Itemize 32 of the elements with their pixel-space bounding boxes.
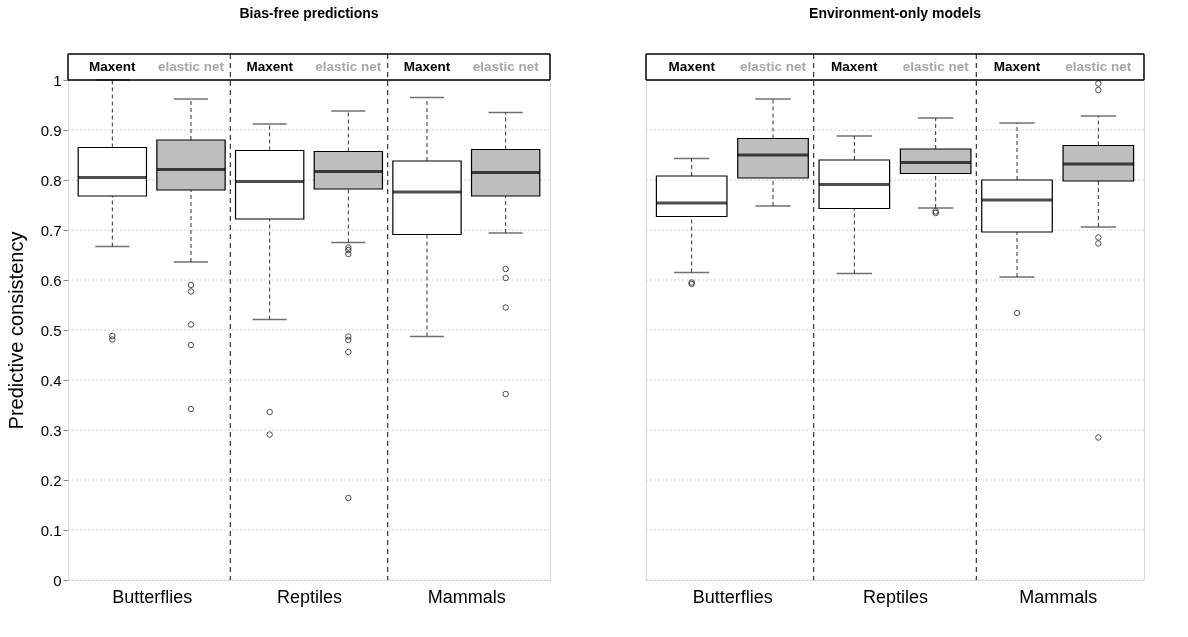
legend-label: Maxent — [89, 59, 137, 74]
x-tick-label: Reptiles — [276, 586, 343, 607]
x-tick-label: Reptiles — [862, 586, 929, 607]
x-tick-label: Butterflies — [692, 586, 773, 607]
y-tick-label: 0.7 — [40, 221, 62, 239]
text: Maxent — [403, 59, 451, 74]
text: elastic net — [1065, 59, 1132, 74]
text: Maxent — [831, 59, 878, 74]
y-tick-label: 0.9 — [40, 121, 62, 139]
text: elastic net — [315, 59, 382, 74]
text: Maxent — [993, 59, 1041, 74]
text: elastic net — [902, 59, 969, 74]
chart-title: Bias-free predictions — [239, 5, 379, 22]
y-tick-label: 0.3 — [40, 421, 62, 439]
y-tick-label: 0.1 — [40, 521, 62, 539]
y-tick-label: 0.2 — [40, 471, 62, 489]
x-tick-label: Mammals — [427, 586, 506, 607]
chart-title: Environment-only models — [809, 5, 982, 22]
text: elastic net — [739, 59, 807, 74]
text: elastic net — [157, 59, 225, 74]
y-tick-label: 0.8 — [40, 171, 62, 189]
x-tick-label: Butterflies — [112, 586, 193, 607]
y-axis-title: Predictive consistency — [4, 231, 27, 430]
text: elastic net — [472, 59, 539, 74]
y-tick-label: 0.5 — [40, 321, 62, 339]
y-tick-label: 0 — [53, 571, 62, 589]
x-tick-label: Mammals — [1019, 586, 1098, 607]
y-tick-label: 0.4 — [40, 371, 62, 389]
legend-label: Maxent — [668, 59, 716, 74]
text: Maxent — [246, 59, 293, 74]
y-tick-label: 0.6 — [40, 271, 62, 289]
y-tick-label: 1 — [53, 71, 62, 89]
